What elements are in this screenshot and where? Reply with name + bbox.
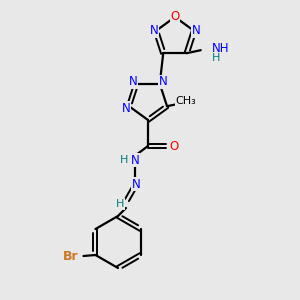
Text: N: N: [150, 24, 158, 37]
Text: H: H: [212, 53, 220, 63]
Text: CH₃: CH₃: [176, 96, 197, 106]
Text: N: N: [129, 75, 138, 88]
Text: N: N: [122, 102, 130, 115]
Text: N: N: [158, 75, 167, 88]
Text: NH: NH: [212, 42, 229, 55]
Text: H: H: [116, 199, 124, 209]
Text: N: N: [130, 154, 140, 166]
Text: N: N: [132, 178, 140, 190]
Text: N: N: [192, 24, 200, 37]
Text: O: O: [170, 11, 180, 23]
Text: Br: Br: [63, 250, 78, 263]
Text: O: O: [169, 140, 178, 152]
Text: H: H: [120, 155, 128, 165]
